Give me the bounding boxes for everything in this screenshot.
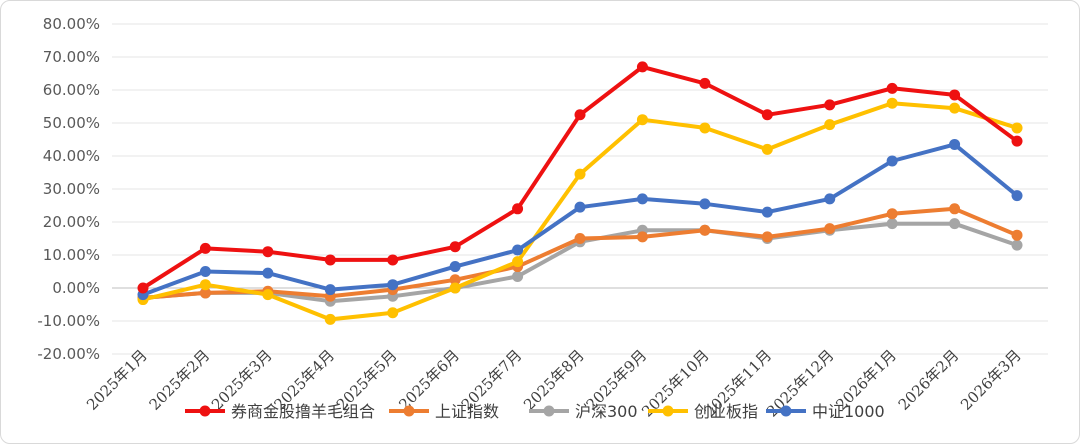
legend: 券商金股撸羊毛组合 上证指数 沪深300 创业板指 中证1000 (185, 402, 885, 421)
data-point (387, 307, 399, 319)
y-tick-label: 10.00% (43, 246, 100, 264)
data-point (512, 203, 524, 215)
series-group (137, 97, 1023, 325)
data-point (699, 224, 711, 236)
legend-label: 中证1000 (812, 402, 885, 421)
data-point (949, 138, 961, 150)
data-point (574, 233, 586, 244)
legend-item: 上证指数 (389, 402, 499, 421)
data-point (761, 206, 773, 218)
data-point (824, 119, 836, 131)
data-point (512, 244, 524, 256)
y-tick-label: 60.00% (43, 81, 100, 99)
data-point (886, 218, 898, 230)
data-point (449, 261, 461, 273)
data-point (387, 254, 399, 266)
data-point (886, 97, 898, 109)
legend-item: 沪深300 (529, 402, 638, 421)
data-point (636, 61, 648, 73)
data-point (761, 231, 773, 243)
legend-label: 券商金股撸羊毛组合 (231, 402, 375, 421)
data-point (449, 241, 461, 253)
data-point (949, 89, 961, 101)
data-point (886, 155, 898, 167)
data-point (137, 282, 149, 294)
legend-swatch-marker (662, 405, 674, 417)
data-point (636, 193, 648, 205)
data-point (199, 266, 211, 277)
data-point (949, 102, 961, 114)
legend-swatch-marker (199, 405, 211, 417)
data-point (199, 287, 211, 299)
data-point (824, 193, 836, 205)
x-tick-label: 2025年2月 (146, 346, 214, 414)
data-point (949, 203, 961, 215)
data-point (761, 109, 773, 121)
data-point (886, 208, 898, 220)
data-point (512, 270, 524, 282)
y-tick-label: 70.00% (43, 48, 100, 66)
y-tick-label: -20.00% (37, 345, 100, 363)
data-point (761, 143, 773, 155)
legend-label: 创业板指 (694, 402, 758, 421)
legend-swatch-marker (543, 405, 555, 417)
gridlines (112, 23, 1048, 355)
y-tick-label: 40.00% (43, 147, 100, 165)
data-point (886, 82, 898, 94)
data-point (574, 168, 586, 180)
data-point (262, 289, 274, 301)
data-point (1011, 190, 1023, 202)
legend-swatch-marker (403, 405, 415, 417)
series-line (141, 142, 1019, 297)
legend-label: 上证指数 (435, 402, 499, 421)
data-point (574, 201, 586, 213)
y-tick-label: -10.00% (37, 312, 100, 330)
y-tick-label: 0.00% (52, 279, 100, 297)
y-tick-label: 80.00% (43, 15, 100, 33)
data-point (324, 254, 336, 266)
data-point (449, 274, 461, 286)
y-axis-ticks: -20.00% -10.00% 0.00% 10.00% 20.00% 30.00% 40.… (37, 15, 100, 363)
data-point (824, 223, 836, 235)
data-point (1011, 122, 1023, 134)
data-point (699, 77, 711, 89)
data-point (636, 114, 648, 126)
data-point (199, 242, 211, 254)
series-group (137, 138, 1023, 301)
data-point (1011, 239, 1023, 251)
data-point (1011, 229, 1023, 241)
data-point (699, 198, 711, 210)
series-lines (137, 61, 1023, 325)
data-point (262, 246, 274, 258)
data-point (324, 284, 336, 296)
data-point (324, 313, 336, 325)
data-point (199, 279, 211, 291)
legend-item: 券商金股撸羊毛组合 (185, 402, 375, 421)
legend-item: 中证1000 (766, 402, 885, 421)
legend-item: 创业板指 (648, 402, 758, 421)
data-point (574, 109, 586, 121)
legend-label: 沪深300 (575, 402, 638, 421)
data-point (512, 256, 524, 268)
data-point (449, 282, 461, 294)
y-tick-label: 30.00% (43, 180, 100, 198)
x-tick-label: 2026年2月 (895, 346, 963, 414)
legend-swatch-marker (780, 405, 792, 417)
data-point (1011, 135, 1023, 147)
y-tick-label: 20.00% (43, 213, 100, 231)
data-point (949, 218, 961, 230)
data-point (387, 279, 399, 291)
x-tick-label: 2026年3月 (957, 346, 1025, 414)
data-point (636, 231, 648, 243)
data-point (699, 122, 711, 134)
y-tick-label: 50.00% (43, 114, 100, 132)
series-group (137, 61, 1023, 294)
data-point (262, 267, 274, 279)
data-point (824, 99, 836, 111)
